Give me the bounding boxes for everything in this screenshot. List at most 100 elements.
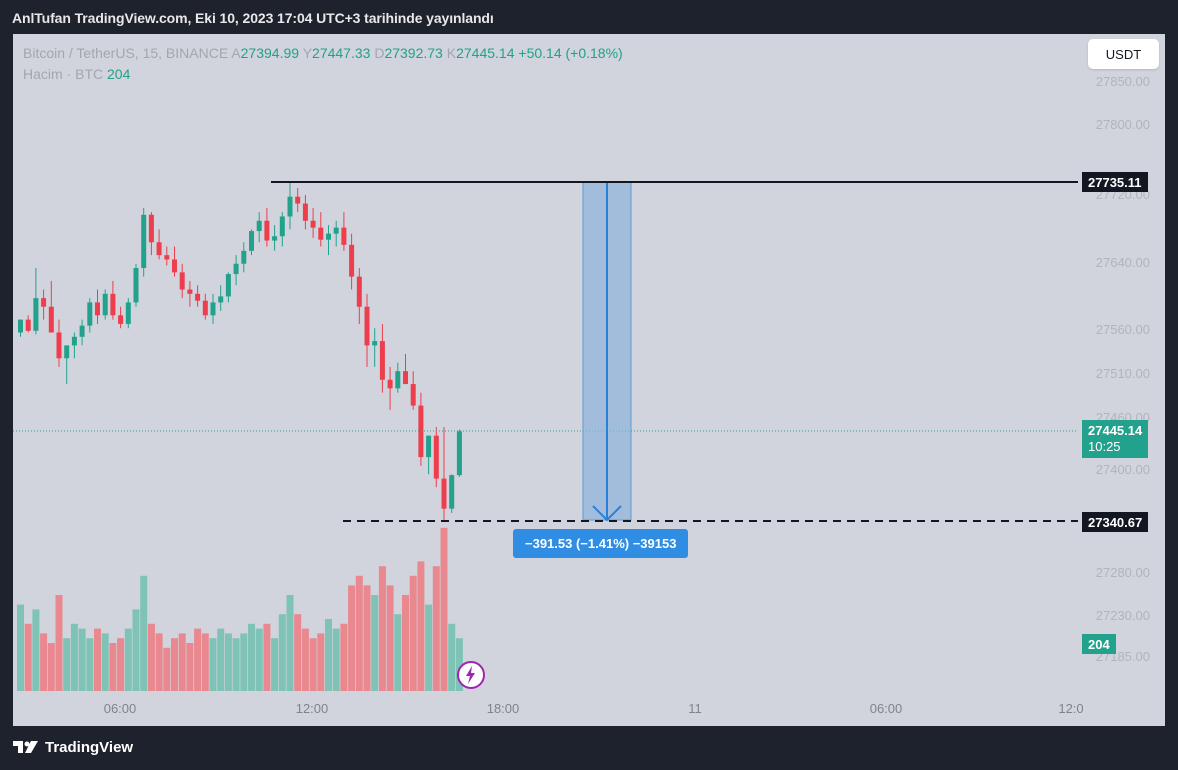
volume-bar bbox=[55, 595, 63, 691]
ohlc-legend: Bitcoin / TetherUS, 15, BINANCE A27394.9… bbox=[23, 45, 623, 61]
volume-legend: Hacim · BTC 204 bbox=[23, 66, 130, 82]
volume-bar bbox=[271, 638, 279, 691]
candle-body bbox=[272, 236, 278, 241]
volume-bar bbox=[240, 633, 248, 691]
change-value: +50.14 (+0.18%) bbox=[518, 45, 623, 61]
volume-bar bbox=[70, 623, 78, 691]
volume-bar bbox=[325, 619, 332, 691]
candle-body bbox=[310, 220, 316, 228]
candle-body bbox=[218, 296, 224, 303]
chart-canvas[interactable] bbox=[13, 34, 1165, 726]
volume-bar bbox=[263, 623, 271, 691]
volume-bar bbox=[155, 633, 163, 691]
volume-bar bbox=[178, 633, 186, 691]
candle-body bbox=[133, 268, 139, 303]
currency-button[interactable]: USDT bbox=[1088, 39, 1159, 69]
open-value: 27394.99 bbox=[240, 45, 300, 61]
volume-bar bbox=[417, 561, 425, 691]
volume-tag: 204 bbox=[1082, 634, 1116, 654]
candle-body bbox=[441, 478, 447, 509]
candle-body bbox=[349, 244, 355, 277]
volume-bar bbox=[194, 628, 202, 691]
volume-bar bbox=[224, 633, 232, 691]
price-tick-label: 27800.00 bbox=[1095, 117, 1150, 132]
candle-body bbox=[48, 306, 54, 333]
volume-bar bbox=[394, 614, 402, 691]
brand-name: TradingView bbox=[45, 739, 134, 756]
time-tick-label: 06:00 bbox=[103, 701, 137, 716]
volume-bar bbox=[448, 623, 456, 691]
time-tick-label: 12:00 bbox=[295, 701, 329, 716]
volume-bar bbox=[17, 604, 24, 691]
candle-body bbox=[18, 319, 23, 333]
volume-bar bbox=[363, 585, 371, 691]
candle-body bbox=[110, 293, 116, 316]
volume-bar bbox=[425, 604, 433, 691]
candle-body bbox=[264, 220, 270, 241]
candle-body bbox=[341, 227, 347, 245]
candle-body bbox=[403, 371, 408, 385]
price-tick-label: 27400.00 bbox=[1095, 462, 1150, 477]
candle-body bbox=[333, 227, 339, 234]
volume-bar bbox=[24, 623, 32, 691]
candle-body bbox=[179, 272, 185, 290]
volume-bar bbox=[278, 614, 286, 691]
high-value: 27447.33 bbox=[312, 45, 371, 61]
candle-body bbox=[249, 231, 254, 251]
candle-body bbox=[172, 259, 177, 273]
candle-body bbox=[164, 255, 170, 260]
symbol-name[interactable]: Bitcoin / TetherUS, 15, BINANCE bbox=[23, 45, 229, 61]
candle-body bbox=[225, 274, 231, 297]
support-price-tag: 27340.67 bbox=[1082, 512, 1149, 532]
volume-bar bbox=[132, 609, 140, 691]
lightning-icon[interactable] bbox=[456, 660, 486, 690]
volume-bar bbox=[432, 566, 440, 691]
volume-bar bbox=[309, 638, 317, 691]
bar-countdown: 10:25 bbox=[1088, 439, 1121, 454]
time-tick-label: 06:00 bbox=[869, 701, 903, 716]
volume-bar bbox=[371, 595, 379, 691]
volume-bar bbox=[209, 638, 217, 691]
volume-bar bbox=[40, 633, 48, 691]
published-caption: AnlTufan TradingView.com, Eki 10, 2023 1… bbox=[12, 10, 494, 26]
tradingview-logo-icon bbox=[13, 740, 38, 753]
low-value: 27392.73 bbox=[384, 45, 443, 61]
volume-bar bbox=[455, 638, 463, 691]
candle-body bbox=[87, 302, 93, 326]
candle-body bbox=[187, 289, 193, 294]
candle-body bbox=[79, 325, 85, 337]
volume-bar bbox=[163, 647, 171, 691]
low-label: D bbox=[374, 45, 385, 61]
volume-bar bbox=[101, 633, 109, 691]
last-price-tag: 27445.14 10:25 bbox=[1082, 420, 1149, 458]
chart-panel[interactable]: Bitcoin / TetherUS, 15, BINANCE A27394.9… bbox=[13, 34, 1165, 726]
volume-bar bbox=[117, 638, 125, 691]
candle-body bbox=[195, 293, 201, 301]
candle-body bbox=[95, 302, 100, 316]
candle-body bbox=[279, 216, 285, 237]
time-tick-label: 12:0 bbox=[1058, 701, 1084, 716]
candle-body bbox=[141, 214, 147, 269]
candle-body bbox=[33, 298, 39, 331]
candle-body bbox=[241, 250, 247, 264]
candle-body bbox=[41, 298, 47, 307]
volume-bar bbox=[201, 633, 209, 691]
open-label: A bbox=[231, 45, 241, 61]
volume-bar bbox=[248, 623, 255, 691]
volume-bar bbox=[378, 566, 386, 691]
candle-body bbox=[25, 319, 31, 331]
volume-bar bbox=[294, 614, 302, 691]
price-tick-label: 27510.00 bbox=[1095, 366, 1150, 381]
volume-bar bbox=[94, 628, 101, 691]
brand[interactable]: TradingView bbox=[13, 739, 133, 756]
volume-bar bbox=[255, 628, 263, 691]
high-label: Y bbox=[302, 45, 313, 61]
volume-bar bbox=[217, 628, 225, 691]
volume-label[interactable]: Hacim · BTC bbox=[23, 66, 104, 82]
candle-body bbox=[418, 405, 424, 458]
volume-bar bbox=[409, 575, 417, 691]
candle-body bbox=[56, 332, 62, 359]
candles bbox=[18, 182, 462, 522]
measure-label: −391.53 (−1.41%) −39153 bbox=[513, 529, 689, 558]
volume-bars bbox=[17, 527, 463, 691]
